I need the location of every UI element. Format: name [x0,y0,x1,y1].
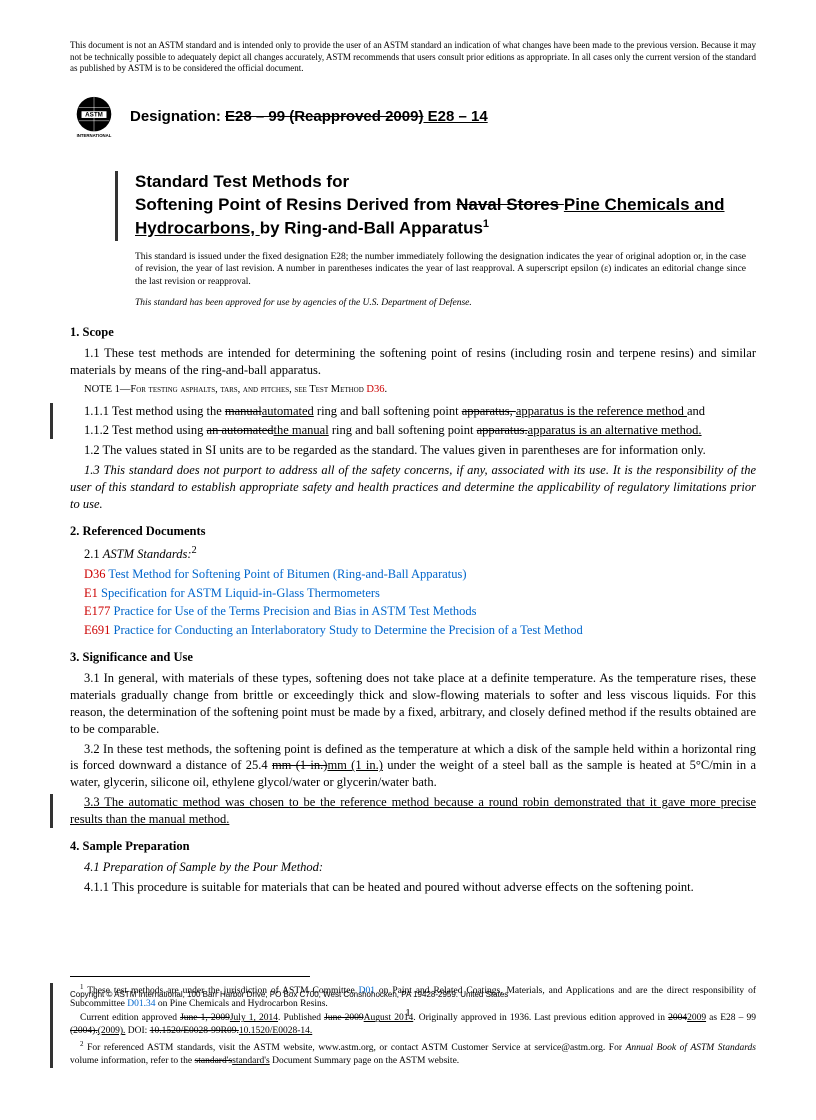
footnote-rule [70,976,310,981]
title-line2b: by Ring-and-Ball Apparatus [260,219,483,238]
designation-old: E28 – 99 (Reapproved 2009) [225,108,423,125]
header-row: ASTM INTERNATIONAL Designation: E28 – 99… [70,93,756,141]
p21a: 2.1 [84,547,103,561]
ref-e1[interactable]: E1 Specification for ASTM Liquid-in-Glas… [84,585,756,602]
astm-logo: ASTM INTERNATIONAL [70,93,118,141]
para-4-1: 4.1 Preparation of Sample by the Pour Me… [70,859,756,876]
ref-d36[interactable]: D36 Test Method for Softening Point of B… [84,566,756,583]
section-3-head: 3. Significance and Use [70,649,756,666]
p111u1: automated [262,404,314,418]
designation: Designation: E28 – 99 (Reapproved 2009) … [130,107,488,127]
ref1-text: Test Method for Softening Point of Bitum… [106,567,467,581]
para-1-1: 1.1 These test methods are intended for … [70,345,756,379]
fn2s: standard's [195,1056,233,1066]
section-2-head: 2. Referenced Documents [70,523,756,540]
fn1s4: (2004). [70,1026,98,1036]
ref4-code: E691 [84,623,110,637]
fn2i: Annual Book of ASTM Standards [626,1043,756,1053]
fn1u5: 10.1520/E0028-14. [239,1026,312,1036]
title-line2a: Softening Point of Resins Derived from [135,195,456,214]
p111u2: apparatus is the reference method [516,404,687,418]
designation-new: E28 – 14 [423,108,487,125]
standard-title: Standard Test Methods for Softening Poin… [135,171,746,240]
dod-note: This standard has been approved for use … [135,297,746,310]
para-1-2: 1.2 The values stated in SI units are to… [70,442,756,459]
para-1-1-1: 1.1.1 Test method using the manualautoma… [70,403,756,420]
section-4-head: 4. Sample Preparation [70,838,756,855]
ref3-code: E177 [84,604,110,618]
para-1-1-2: 1.1.2 Test method using an automatedthe … [70,422,756,439]
ref-e177[interactable]: E177 Practice for Use of the Terms Preci… [84,603,756,620]
para-2-1: 2.1 ASTM Standards:2 [70,544,756,563]
ref3-text: Practice for Use of the Terms Precision … [110,604,476,618]
p112u1: the manual [274,423,329,437]
para-3-2: 3.2 In these test methods, the softening… [70,741,756,792]
copyright: Copyright © ASTM International, 100 Barr… [70,990,756,1001]
p111s2: apparatus, [462,404,516,418]
para-1-3: 1.3 This standard does not purport to ad… [70,462,756,513]
section-1-head: 1. Scope [70,324,756,341]
para-3-1: 3.1 In general, with materials of these … [70,670,756,738]
p111a: 1.1.1 Test method using the [84,404,225,418]
p112a: 1.1.2 Test method using [84,423,207,437]
title-strike: Naval Stores [456,195,564,214]
note1-end: . [385,384,388,395]
ref2-text: Specification for ASTM Liquid-in-Glass T… [98,586,380,600]
ref1-code: D36 [84,567,106,581]
note-1: NOTE 1—For testing asphalts, tars, and p… [70,383,756,397]
fn1h: DOI: [125,1026,149,1036]
p111c: and [687,404,705,418]
ref-e691[interactable]: E691 Practice for Conducting an Interlab… [84,622,756,639]
fn1u4: (2009). [98,1026,126,1036]
fn2b: volume information, refer to the [70,1056,195,1066]
fn2a: For referenced ASTM standards, visit the… [84,1043,626,1053]
page-number: 1 [0,1006,816,1021]
p32s: mm (1 in.) [272,758,327,772]
fn2c: Document Summary page on the ASTM websit… [270,1056,459,1066]
footnote-2: 2 For referenced ASTM standards, visit t… [70,1040,756,1068]
title-sup: 1 [483,218,489,230]
p112u2: apparatus is an alternative method. [528,423,702,437]
p21b: ASTM Standards: [103,547,192,561]
designation-label: Designation: [130,108,225,125]
p111s1: manual [225,404,262,418]
p32u: mm (1 in.) [327,758,382,772]
link-d36[interactable]: D36 [366,384,384,395]
fn1s5: 10.1520/E0028-99R09. [150,1026,239,1036]
p112b: ring and ball softening point [329,423,477,437]
svg-text:INTERNATIONAL: INTERNATIONAL [77,133,112,138]
p112s2: apparatus. [477,423,528,437]
para-4-1-1: 4.1.1 This procedure is suitable for mat… [70,879,756,896]
title-line1: Standard Test Methods for [135,172,349,191]
fn2u: standard's [232,1056,270,1066]
p21sup: 2 [192,545,197,556]
issued-note: This standard is issued under the fixed … [135,251,746,289]
ref4-text: Practice for Conducting an Interlaborato… [110,623,582,637]
note1-text: NOTE 1—For testing asphalts, tars, and p… [84,384,366,395]
p112s1: an automated [207,423,274,437]
p111b: ring and ball softening point [314,404,462,418]
disclaimer-text: This document is not an ASTM standard an… [70,40,756,75]
ref2-code: E1 [84,586,98,600]
para-3-3: 3.3 The automatic method was chosen to b… [70,794,756,828]
